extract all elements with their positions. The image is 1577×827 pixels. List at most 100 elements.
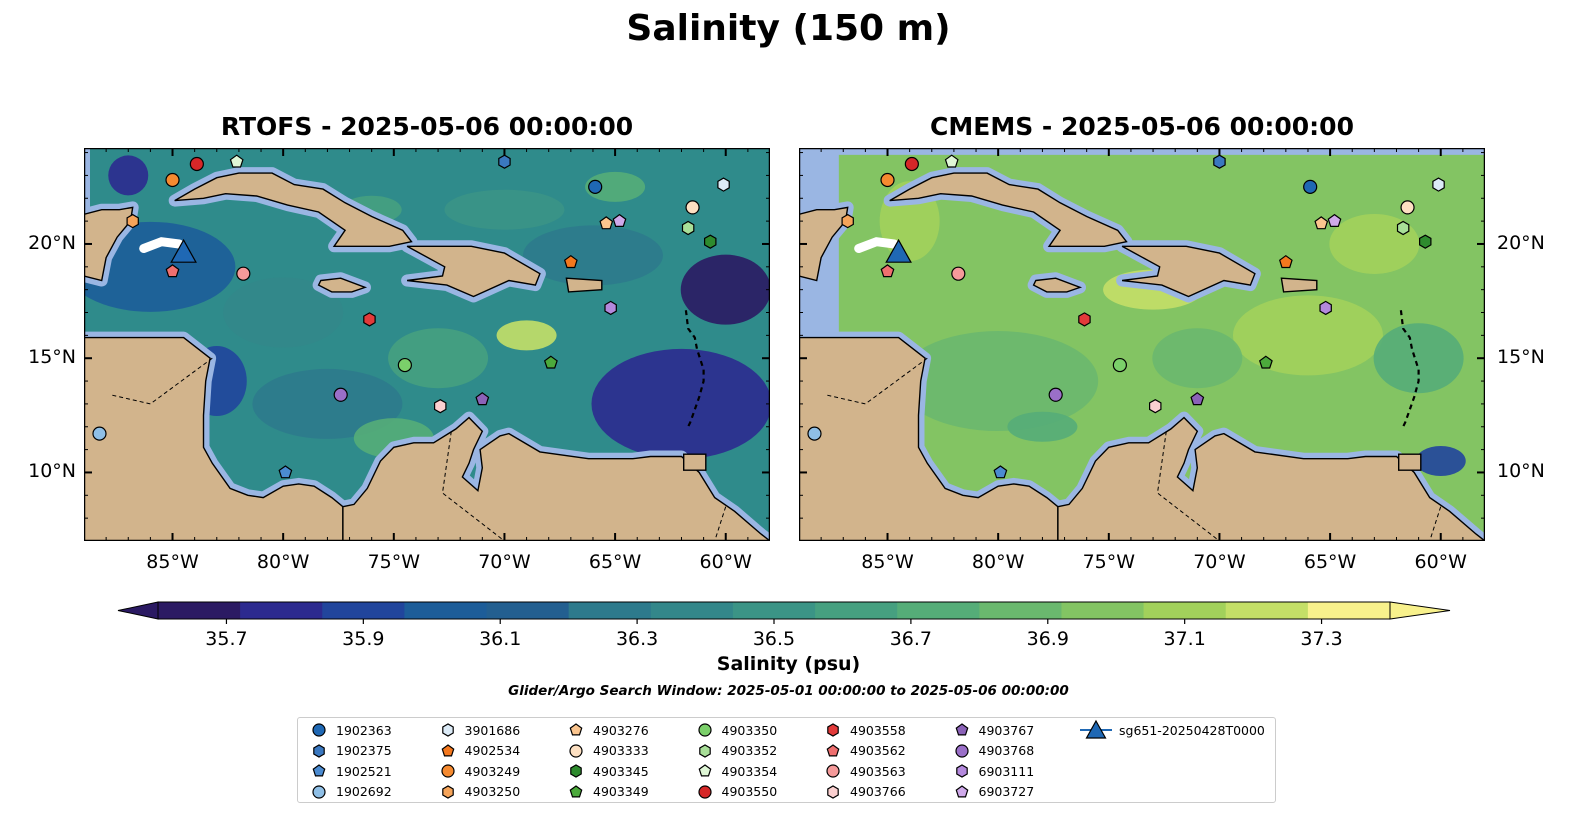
colorbar-tick-label: 36.3 — [616, 628, 658, 650]
legend-item-label: 4903558 — [850, 722, 906, 738]
legend-item-label: 4903250 — [464, 784, 521, 799]
platform-6903727 — [612, 213, 627, 228]
legend-item-label: 4902534 — [464, 743, 521, 758]
colorbar-label: Salinity (psu) — [716, 653, 861, 675]
platform-4903333 — [685, 200, 700, 215]
colorbar-segment — [979, 602, 1062, 619]
legend-item-label: 4903352 — [721, 743, 778, 758]
legend-item-4903563: 4903563 — [822, 761, 906, 781]
lon-tick-label-cmems: 80°W — [971, 551, 1025, 573]
lon-tick-label-cmems: 65°W — [1303, 551, 1357, 573]
legend-item-4903562: 4903562 — [822, 741, 906, 761]
legend-item-1902363: 1902363 — [308, 720, 392, 740]
legend-item-label: sg651-20250428T0000 — [1119, 722, 1265, 738]
legend-item-1902375: 1902375 — [308, 741, 392, 761]
glider-marker — [885, 238, 912, 263]
legend-item-label: 1902375 — [336, 743, 392, 758]
lat-tick-label-right: 15°N — [1497, 346, 1545, 369]
circle-icon — [697, 723, 712, 737]
colorbar-segment — [404, 602, 488, 619]
platform-4902534 — [1278, 254, 1293, 269]
hexagon-icon — [827, 723, 839, 737]
platform-6903727 — [1327, 213, 1342, 228]
colorbar-segment — [240, 602, 323, 619]
panel-title-cmems: CMEMS - 2025-05-06 00:00:00 — [930, 112, 1354, 141]
legend-item-label: 4903563 — [850, 763, 906, 779]
colorbar-segment — [897, 602, 980, 619]
platform-4903276 — [1314, 216, 1329, 230]
hexagon-icon — [827, 784, 839, 799]
legend-item-label: 4903349 — [593, 784, 649, 799]
colorbar-tick-label: 37.3 — [1300, 628, 1342, 650]
hexagon-icon — [698, 743, 711, 758]
colorbar: 35.7 35.9 36.1 36.3 36.5 36.7 36.9 37.1 37.3 — [117, 601, 1451, 650]
platform-4903767 — [475, 392, 490, 406]
platform-4903350 — [397, 357, 412, 373]
platform-1902692 — [92, 426, 107, 441]
lon-tick-label-rtofs: 65°W — [588, 551, 642, 573]
legend-item-label: 1902521 — [336, 763, 392, 779]
legend-item-4903249: 4903249 — [437, 761, 520, 781]
pentagon-icon — [955, 784, 968, 797]
legend-item-sg651-20250428T0000: sg651-20250428T0000 — [1079, 719, 1265, 740]
legend-item-4903768: 4903768 — [951, 741, 1034, 761]
search-window-text: Glider/Argo Search Window: 2025-05-01 00… — [508, 683, 1069, 699]
legend-item-label: 4903766 — [850, 784, 906, 799]
platform-4903333 — [1400, 200, 1415, 215]
platform-4903768 — [333, 387, 348, 402]
circle-icon — [312, 784, 326, 799]
platform-4903345 — [1418, 234, 1432, 249]
platform-4903250 — [126, 213, 139, 229]
colorbar-segment — [1225, 602, 1309, 619]
legend-item-label: 4903345 — [593, 763, 649, 779]
legend-item-4903250: 4903250 — [437, 782, 521, 802]
lon-tick-label-cmems: 75°W — [1082, 551, 1136, 573]
platform-4903250 — [841, 213, 854, 229]
pentagon-icon — [955, 723, 968, 736]
legend-item-4903352: 4903352 — [694, 741, 778, 761]
platform-4903249 — [880, 172, 895, 188]
lat-tick-label-right: 20°N — [1497, 231, 1545, 254]
legend-item-4903558: 4903558 — [822, 720, 906, 740]
colorbar-tick-label: 36.7 — [890, 628, 932, 650]
platform-4903768 — [1048, 387, 1063, 402]
legend: 1902363 1902375 1902521 1902692 3901686 49025… — [297, 717, 1276, 803]
hexagon-icon — [570, 764, 582, 778]
pentagon-icon — [569, 723, 583, 736]
colorbar-segment — [1143, 602, 1227, 619]
glider-track — [854, 237, 899, 253]
lon-tick-label-cmems: 70°W — [1193, 551, 1246, 573]
platform-3901686 — [717, 177, 730, 192]
platform-4903550 — [189, 156, 204, 172]
platform-4903352 — [1396, 220, 1410, 236]
platform-4903562 — [165, 264, 180, 278]
platform-4903766 — [434, 399, 447, 414]
legend-item-label: 4903550 — [721, 784, 778, 799]
colorbar-segment — [158, 602, 241, 619]
colorbar-tick-label: 36.5 — [753, 628, 795, 650]
hexagon-icon — [955, 764, 968, 778]
legend-item-4903550: 4903550 — [694, 782, 778, 802]
platform-1902521 — [993, 465, 1008, 479]
colorbar-segment — [568, 602, 652, 619]
legend-item-label: 4903276 — [593, 722, 649, 738]
colorbar-segment — [1307, 602, 1391, 619]
lat-tick-label-left: 20°N — [28, 231, 76, 254]
colorbar-tick-label: 37.1 — [1164, 628, 1206, 650]
legend-item-label: 4903350 — [721, 722, 778, 738]
legend-item-4903767: 4903767 — [951, 720, 1035, 740]
platform-4903563 — [951, 266, 966, 281]
legend-item-label: 6903111 — [978, 763, 1035, 779]
platform-4903354 — [229, 154, 244, 168]
platform-1902521 — [278, 465, 293, 479]
lat-tick-label-left: 10°N — [28, 460, 76, 483]
colorbar-tick-label: 35.9 — [342, 628, 384, 650]
platform-4903767 — [1190, 392, 1205, 406]
lon-tick-label-rtofs: 70°W — [478, 551, 531, 573]
circle-icon — [697, 784, 712, 799]
legend-item-label: 4903767 — [978, 722, 1035, 738]
colorbar-segment — [732, 602, 816, 619]
pentagon-icon — [826, 743, 840, 756]
legend-item-4903766: 4903766 — [822, 782, 906, 802]
legend-item-label: 3901686 — [464, 722, 521, 738]
